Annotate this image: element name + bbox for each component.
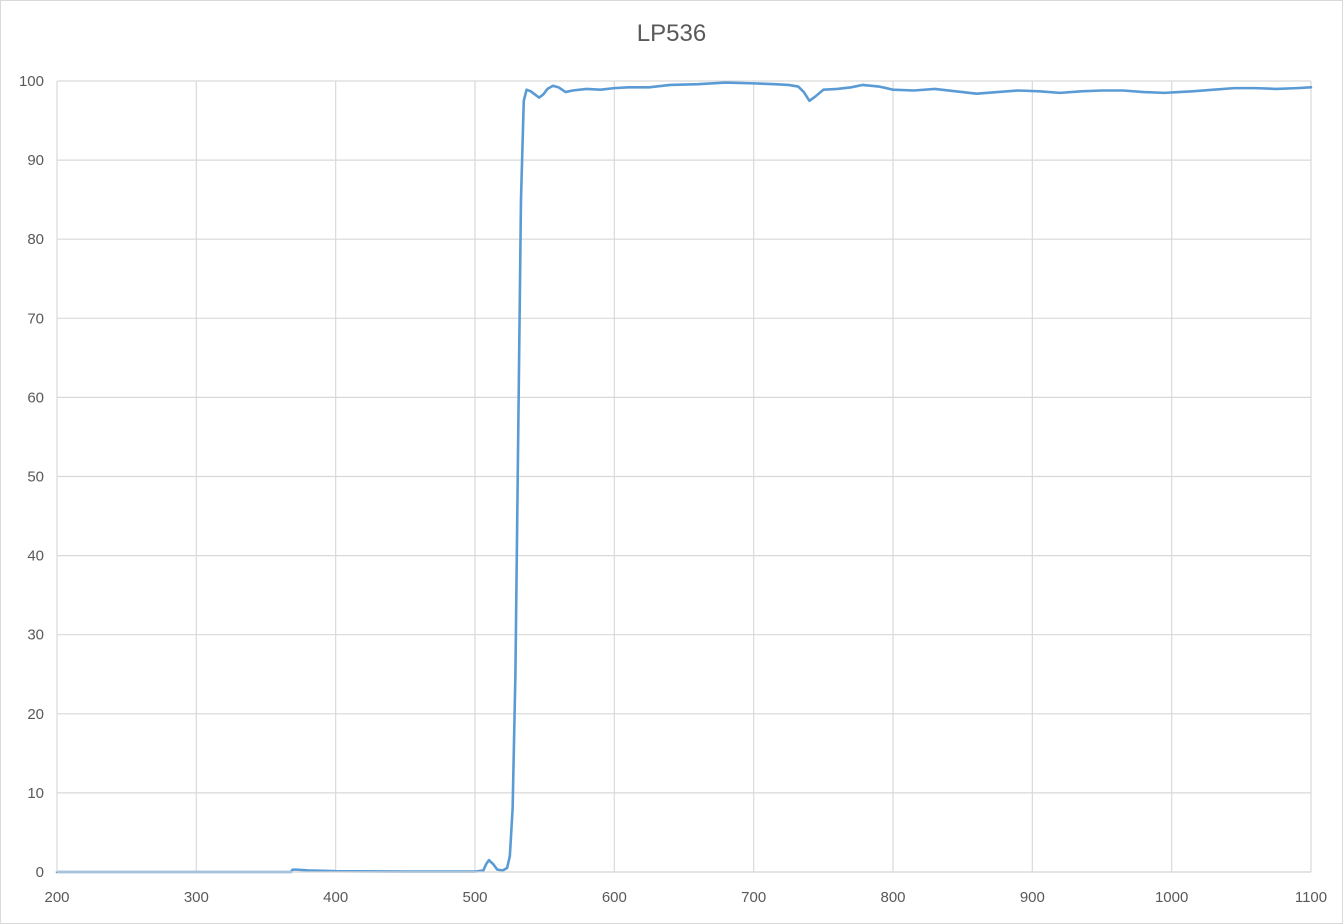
x-tick-label: 700	[741, 889, 766, 906]
grid-lines	[57, 80, 1312, 873]
axes	[56, 81, 1311, 873]
x-tick-label: 500	[462, 889, 487, 906]
y-tick-label: 100	[19, 73, 44, 90]
y-tick-label: 20	[27, 706, 44, 723]
x-tick-label: 1000	[1155, 889, 1188, 906]
chart-title: LP536	[636, 20, 707, 47]
y-tick-label: 10	[27, 785, 44, 802]
series-line-0	[55, 81, 1313, 874]
y-tick-label: 80	[27, 231, 44, 248]
x-tick-label: 800	[880, 889, 905, 906]
y-tick-label: 0	[36, 864, 44, 881]
x-tick-label: 300	[184, 889, 209, 906]
y-tick-label: 70	[27, 310, 44, 327]
y-tick-label: 30	[27, 627, 44, 644]
x-tick-label: 1100	[1295, 889, 1327, 906]
x-tick-label: 400	[323, 889, 348, 906]
y-tick-label: 60	[27, 389, 44, 406]
tick-labels: 0 10 20 30 40 50 60 70 80 90 100 200 300 400 500 600 700…	[19, 73, 1327, 906]
x-tick-label: 600	[602, 889, 627, 906]
x-tick-label: 900	[1020, 889, 1045, 906]
y-tick-label: 40	[27, 548, 44, 565]
series-group	[55, 81, 1313, 874]
y-tick-label: 90	[27, 152, 44, 169]
y-tick-label: 50	[27, 469, 44, 486]
x-tick-label: 200	[44, 889, 69, 906]
